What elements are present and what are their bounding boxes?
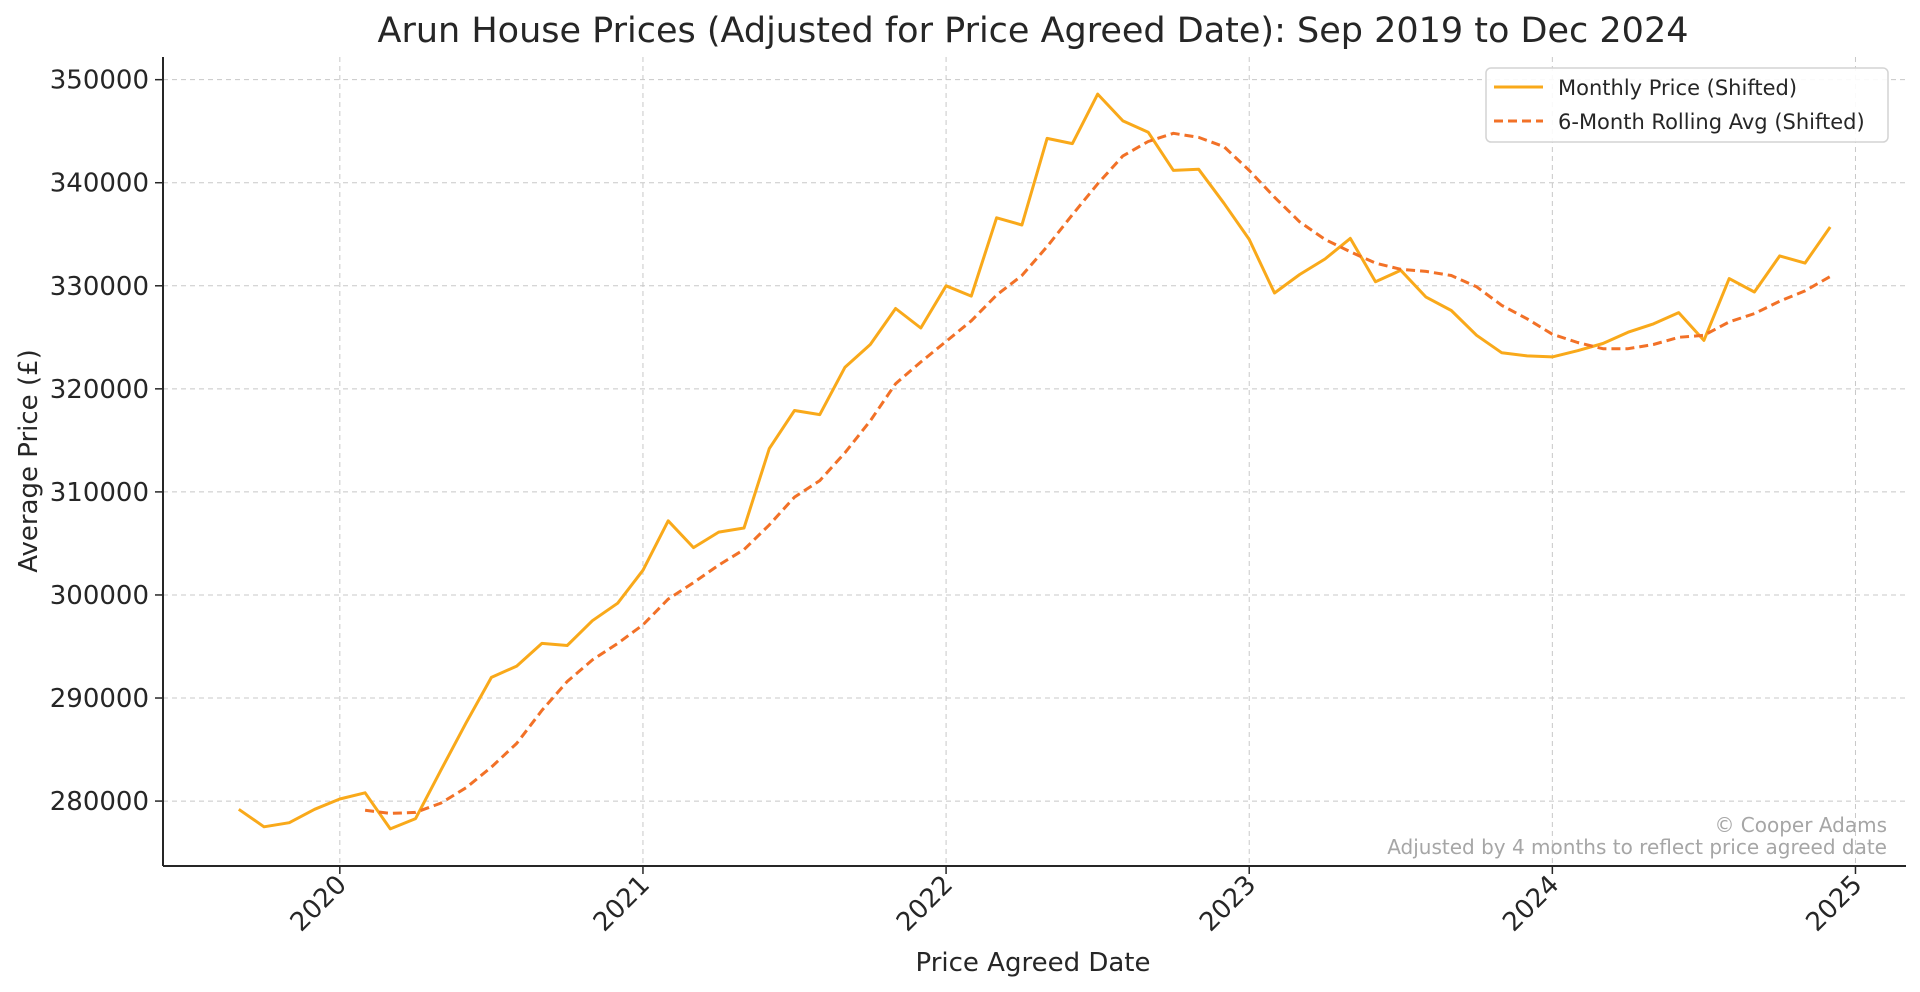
copyright-annotation: © Cooper Adams bbox=[1714, 813, 1887, 837]
series-line-monthly-price bbox=[237, 92, 1832, 831]
y-tick-label: 290000 bbox=[50, 684, 149, 714]
axes bbox=[162, 57, 1906, 867]
x-tick-label: 2023 bbox=[1194, 870, 1262, 938]
adjustment-annotation: Adjusted by 4 months to reflect price ag… bbox=[1387, 835, 1887, 859]
y-tick-label: 280000 bbox=[50, 787, 149, 817]
x-tick-label: 2025 bbox=[1800, 870, 1868, 938]
y-tick-label: 330000 bbox=[50, 272, 149, 302]
x-tick-label: 2022 bbox=[891, 870, 959, 938]
y-tick-label: 310000 bbox=[50, 478, 149, 508]
y-tick-label: 300000 bbox=[50, 581, 149, 611]
legend-label-monthly: Monthly Price (Shifted) bbox=[1558, 76, 1797, 100]
series-line-rolling-average bbox=[364, 131, 1831, 815]
series-layer bbox=[237, 92, 1832, 831]
y-tick-label: 350000 bbox=[50, 66, 149, 96]
x-tick-label: 2020 bbox=[285, 870, 353, 938]
x-tick-label: 2021 bbox=[588, 870, 656, 938]
y-tick-label: 320000 bbox=[50, 375, 149, 405]
legend: Monthly Price (Shifted) 6-Month Rolling … bbox=[1485, 67, 1889, 143]
chart-title: Arun House Prices (Adjusted for Price Ag… bbox=[378, 11, 1689, 51]
legend-box bbox=[1485, 67, 1889, 143]
legend-label-rolling: 6-Month Rolling Avg (Shifted) bbox=[1558, 110, 1865, 134]
x-axis-label: Price Agreed Date bbox=[915, 948, 1150, 978]
y-tick-label: 340000 bbox=[50, 169, 149, 199]
x-tick-label: 2024 bbox=[1497, 870, 1565, 938]
y-axis-label: Average Price (£) bbox=[14, 349, 44, 573]
